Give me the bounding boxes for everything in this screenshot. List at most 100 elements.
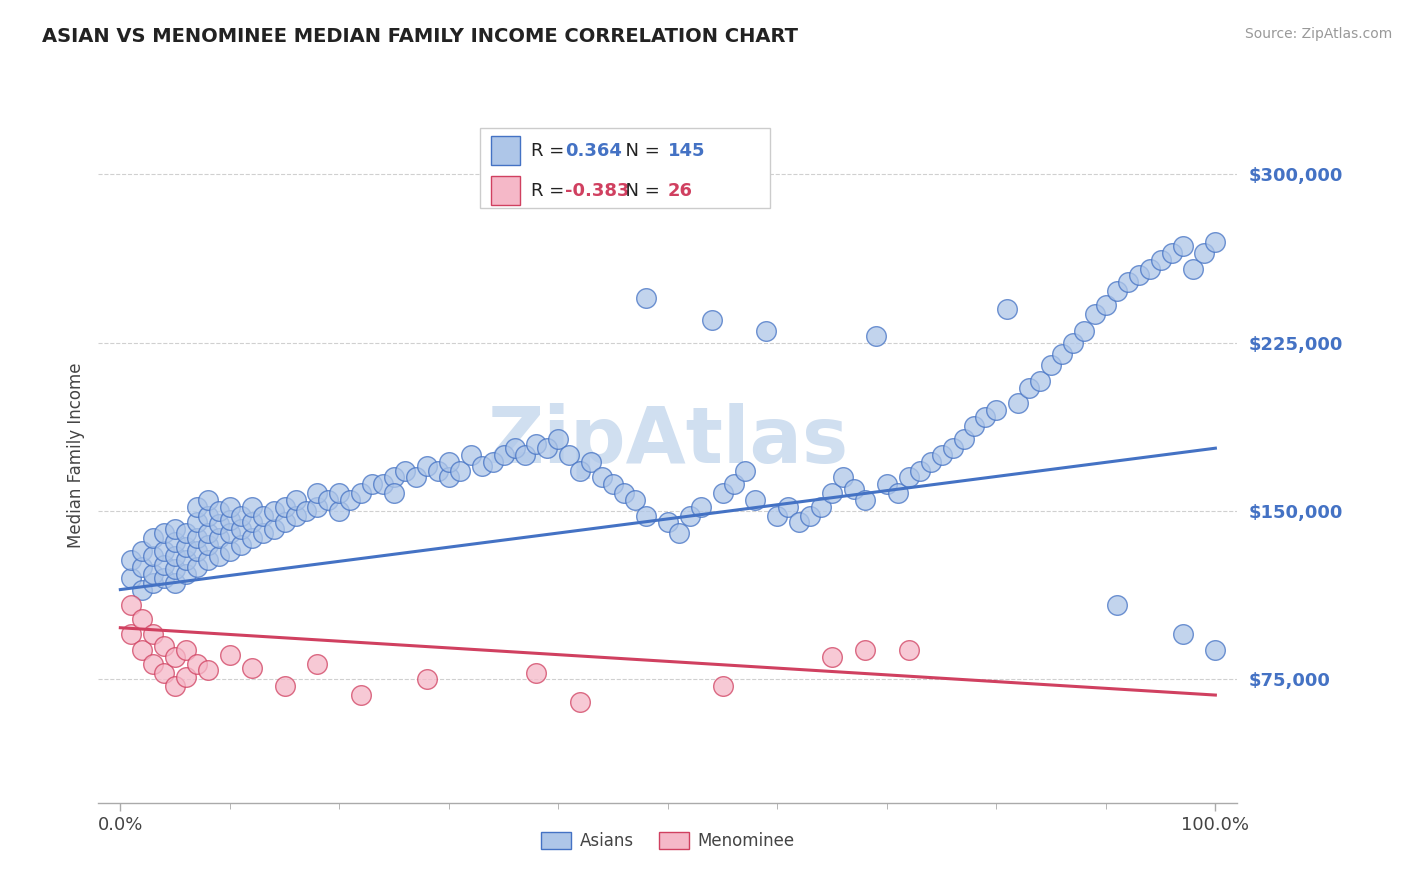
Point — [131, 544, 153, 558]
FancyBboxPatch shape — [491, 136, 520, 166]
Point — [394, 464, 416, 478]
Point — [416, 673, 439, 687]
Text: ZipAtlas: ZipAtlas — [488, 403, 848, 479]
Point — [1204, 235, 1226, 249]
Point — [995, 301, 1018, 316]
Point — [1050, 347, 1073, 361]
Point — [208, 531, 231, 545]
Point — [1139, 261, 1161, 276]
Point — [449, 464, 471, 478]
Point — [252, 526, 274, 541]
Point — [1128, 268, 1150, 283]
Point — [165, 649, 187, 664]
Point — [197, 664, 219, 678]
Point — [229, 538, 252, 552]
Point — [120, 599, 142, 613]
Point — [165, 522, 187, 536]
Point — [711, 486, 734, 500]
Point — [382, 470, 405, 484]
Point — [602, 477, 624, 491]
Point — [186, 560, 208, 574]
Point — [1073, 325, 1095, 339]
Point — [165, 535, 187, 549]
Point — [569, 464, 592, 478]
Point — [240, 515, 263, 529]
Point — [689, 500, 711, 514]
Point — [229, 508, 252, 523]
Point — [142, 575, 165, 590]
Point — [481, 455, 503, 469]
Point — [865, 329, 887, 343]
Point — [252, 508, 274, 523]
Text: 0.364: 0.364 — [565, 142, 623, 160]
Point — [186, 657, 208, 671]
Point — [744, 492, 766, 507]
Point — [832, 470, 855, 484]
Point — [174, 526, 197, 541]
Point — [263, 504, 285, 518]
Point — [186, 500, 208, 514]
Point — [579, 455, 602, 469]
Point — [174, 553, 197, 567]
Point — [284, 508, 307, 523]
Point — [328, 504, 350, 518]
Point — [536, 441, 558, 455]
Point — [153, 665, 176, 680]
Point — [273, 515, 295, 529]
Point — [120, 627, 142, 641]
Point — [821, 649, 844, 664]
Point — [558, 448, 581, 462]
Point — [416, 459, 439, 474]
Point — [208, 549, 231, 563]
Text: Source: ZipAtlas.com: Source: ZipAtlas.com — [1244, 27, 1392, 41]
Point — [1171, 627, 1194, 641]
Text: R =: R = — [531, 142, 571, 160]
Y-axis label: Median Family Income: Median Family Income — [66, 362, 84, 548]
Point — [755, 325, 778, 339]
Point — [1171, 239, 1194, 253]
Point — [547, 432, 569, 446]
Point — [974, 409, 997, 424]
Point — [197, 538, 219, 552]
Point — [897, 470, 920, 484]
Point — [153, 526, 176, 541]
Point — [931, 448, 953, 462]
Text: N =: N = — [614, 142, 666, 160]
Point — [307, 486, 329, 500]
Point — [492, 448, 515, 462]
Point — [897, 643, 920, 657]
Point — [197, 553, 219, 567]
Point — [240, 661, 263, 675]
Point — [952, 432, 974, 446]
Point — [526, 436, 548, 450]
Point — [624, 492, 647, 507]
Point — [350, 688, 373, 702]
Point — [382, 486, 405, 500]
Text: N =: N = — [614, 182, 666, 200]
Point — [131, 612, 153, 626]
Point — [766, 508, 789, 523]
Point — [405, 470, 427, 484]
Point — [307, 500, 329, 514]
Point — [120, 571, 142, 585]
Point — [1116, 275, 1139, 289]
Legend: Asians, Menominee: Asians, Menominee — [534, 826, 801, 857]
Point — [186, 515, 208, 529]
Point — [1018, 381, 1040, 395]
Point — [208, 504, 231, 518]
Point — [876, 477, 898, 491]
Point — [153, 571, 176, 585]
Point — [295, 504, 318, 518]
Point — [218, 648, 240, 662]
Point — [700, 313, 723, 327]
Point — [218, 526, 240, 541]
Point — [174, 540, 197, 554]
Point — [799, 508, 821, 523]
Point — [142, 549, 165, 563]
Point — [273, 679, 295, 693]
Point — [821, 486, 844, 500]
Point — [142, 566, 165, 581]
Point — [208, 517, 231, 532]
Point — [174, 643, 197, 657]
Point — [963, 418, 986, 433]
